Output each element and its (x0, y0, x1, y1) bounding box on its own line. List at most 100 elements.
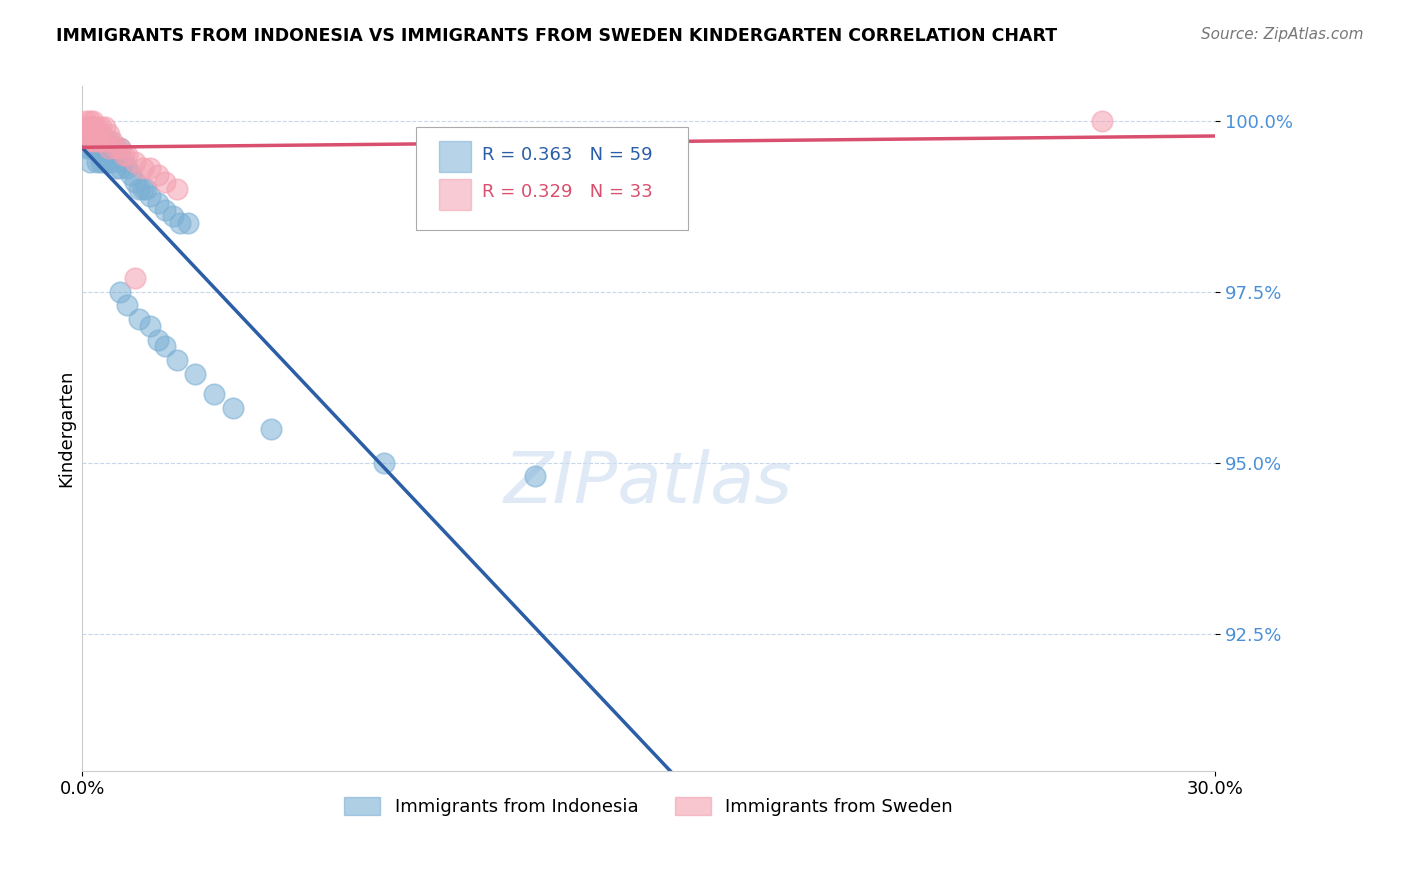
Point (86, 134, 108, 148)
Point (82, 134, 104, 148)
Point (75, 120, 97, 135)
Point (97, 128, 120, 142)
Point (94, 134, 117, 148)
Bar (439, 141, 471, 172)
Point (120, 169, 142, 183)
Point (86, 128, 108, 142)
Text: Source: ZipAtlas.com: Source: ZipAtlas.com (1201, 27, 1364, 42)
Point (82, 128, 104, 142)
Point (124, 175, 146, 189)
Point (82, 128, 104, 142)
Text: ZIPatlas: ZIPatlas (503, 449, 793, 517)
Point (86, 128, 108, 142)
Point (112, 148, 135, 162)
Point (90, 134, 112, 148)
Point (260, 421, 283, 435)
Point (108, 141, 131, 155)
Point (105, 161, 128, 176)
Point (97, 134, 120, 148)
Point (82, 120, 104, 135)
Point (94, 134, 117, 148)
Point (139, 318, 162, 333)
Point (82, 141, 104, 155)
Point (108, 161, 131, 176)
Text: R = 0.363   N = 59: R = 0.363 N = 59 (482, 145, 652, 164)
Point (79, 134, 101, 148)
Point (153, 339, 176, 353)
Point (90, 154, 112, 169)
Point (82, 120, 104, 135)
Point (86, 134, 108, 148)
Point (166, 182, 188, 196)
Point (79, 128, 101, 142)
Legend: Immigrants from Indonesia, Immigrants from Sweden: Immigrants from Indonesia, Immigrants fr… (337, 789, 960, 823)
Point (97, 141, 120, 155)
Point (184, 367, 207, 381)
Point (79, 120, 101, 135)
Point (112, 154, 135, 169)
Point (82, 113, 104, 128)
Point (105, 141, 128, 155)
Point (79, 128, 101, 142)
Point (169, 216, 191, 230)
Point (166, 353, 188, 368)
Point (75, 128, 97, 142)
Point (128, 312, 150, 326)
Point (131, 161, 153, 176)
Point (86, 154, 108, 169)
Point (124, 154, 146, 169)
Point (75, 141, 97, 155)
Point (79, 154, 101, 169)
Point (75, 134, 97, 148)
Point (79, 141, 101, 155)
Point (108, 141, 131, 155)
Point (94, 154, 117, 169)
Point (105, 141, 128, 155)
Text: R = 0.329   N = 33: R = 0.329 N = 33 (482, 184, 652, 202)
Point (82, 134, 104, 148)
Point (117, 298, 139, 312)
Point (94, 120, 117, 135)
Bar (439, 178, 471, 210)
Point (124, 271, 146, 285)
Point (79, 120, 101, 135)
Point (90, 141, 112, 155)
Point (177, 216, 200, 230)
Y-axis label: Kindergarten: Kindergarten (58, 370, 75, 487)
Point (108, 285, 131, 299)
Point (94, 141, 117, 155)
Point (146, 169, 169, 183)
Point (128, 182, 150, 196)
Point (222, 401, 245, 415)
Point (146, 195, 169, 210)
Point (75, 134, 97, 148)
Point (524, 469, 547, 483)
Text: IMMIGRANTS FROM INDONESIA VS IMMIGRANTS FROM SWEDEN KINDERGARTEN CORRELATION CHA: IMMIGRANTS FROM INDONESIA VS IMMIGRANTS … (56, 27, 1057, 45)
Point (90, 134, 112, 148)
Point (1090, 113, 1112, 128)
Point (90, 128, 112, 142)
Point (202, 387, 225, 401)
Point (117, 161, 139, 176)
Point (139, 161, 162, 176)
Point (101, 154, 124, 169)
Point (146, 333, 169, 347)
Point (373, 456, 395, 470)
Point (97, 154, 120, 169)
FancyBboxPatch shape (416, 128, 688, 230)
Point (101, 134, 124, 148)
Point (86, 141, 108, 155)
Point (131, 182, 153, 196)
Point (75, 113, 97, 128)
Point (101, 141, 124, 155)
Point (90, 120, 112, 135)
Point (79, 113, 101, 128)
Point (75, 120, 97, 135)
Point (135, 182, 157, 196)
Point (139, 189, 162, 203)
Point (75, 128, 97, 142)
Point (117, 148, 139, 162)
Point (86, 120, 108, 135)
Point (97, 141, 120, 155)
Point (162, 210, 184, 224)
